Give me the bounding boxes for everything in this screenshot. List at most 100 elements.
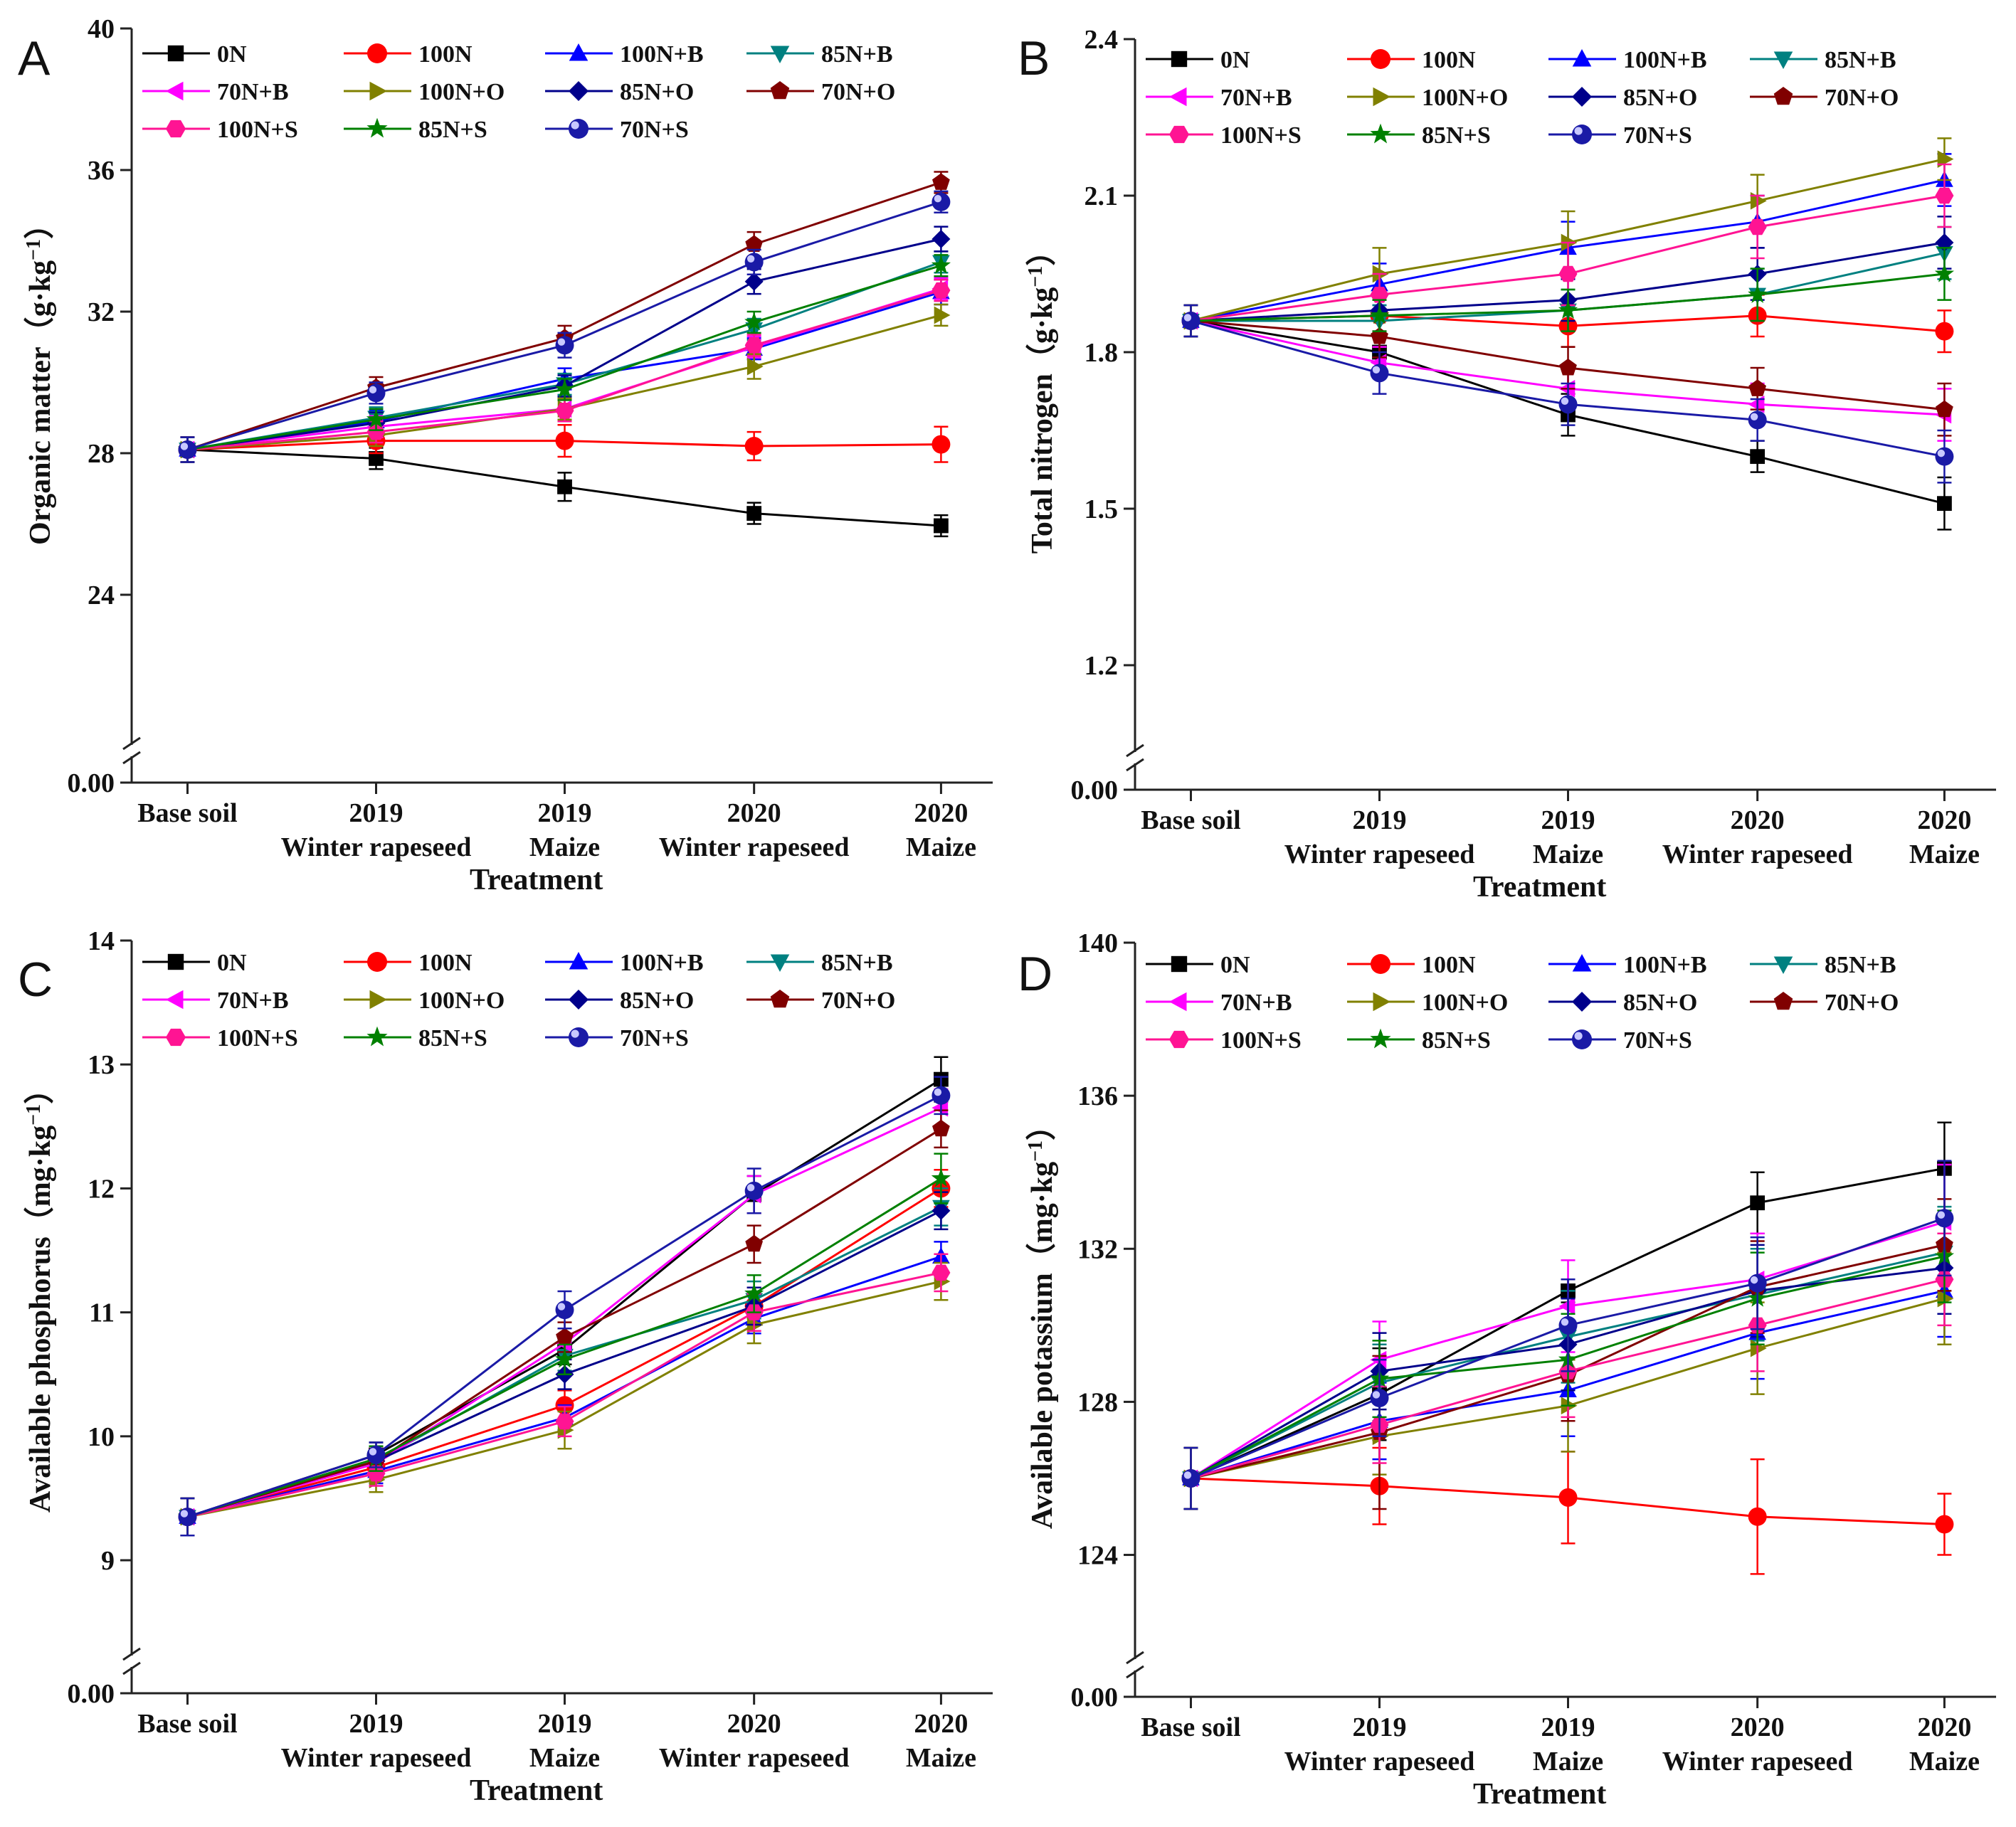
x-tick-label-line2: Maize (1533, 840, 1603, 869)
data-point (556, 1328, 574, 1345)
x-tick-label: Base soil (137, 1709, 237, 1739)
legend-marker (366, 117, 388, 138)
legend-label: 85N+B (1825, 47, 1896, 73)
legend-label: 85N+S (1422, 1027, 1491, 1054)
data-point (932, 1086, 951, 1105)
sphere-marker-body (366, 383, 386, 403)
legend-item: 85N+O (1548, 85, 1697, 111)
legend-marker (167, 953, 184, 970)
legend-item: 85N+B (1750, 952, 1896, 978)
legend-item: 85N+O (545, 79, 694, 105)
data-point (932, 435, 951, 454)
y-tick-label: 28 (88, 439, 115, 469)
y-axis-title-main: Available potassium (1026, 1273, 1059, 1529)
data-point (1748, 411, 1767, 430)
legend-marker (166, 120, 186, 138)
axis-break-mark (122, 751, 141, 765)
data-point (1935, 1515, 1954, 1534)
legend: 0N 100N 100N+B 85N+B 70N+B 100N+O 85N+O 70N+O 10… (1146, 952, 1899, 1054)
x-tick-label: 2020 (914, 1709, 968, 1739)
y-axis-title-main: Organic matter (24, 346, 57, 545)
legend-marker (1572, 125, 1592, 144)
data-point (746, 506, 762, 521)
sphere-marker-highlight (1750, 1276, 1758, 1284)
legend-item: 100N+B (1548, 952, 1707, 978)
legend-item: 100N+O (1347, 990, 1508, 1016)
data-point (932, 192, 951, 211)
legend-item: 100N (344, 41, 473, 68)
legend-item: 100N+O (1347, 85, 1508, 111)
legend-label: 85N+S (418, 117, 487, 143)
axis-break-mark (1126, 743, 1144, 758)
legend-label: 70N+O (821, 79, 895, 105)
x-tick-label: 2019 (1541, 1712, 1595, 1742)
legend-label: 100N (418, 41, 473, 68)
data-point (1181, 312, 1200, 330)
x-tick-label-line2: Maize (1533, 1747, 1603, 1776)
data-point (1935, 1209, 1954, 1228)
data-point (1748, 285, 1768, 303)
x-tick-label: 2020 (1917, 805, 1971, 835)
sphere-marker-body (1181, 312, 1200, 330)
y-tick-label: 10 (88, 1422, 115, 1452)
sphere-marker-highlight (1372, 366, 1381, 374)
x-tick-label: 2020 (1731, 805, 1785, 835)
sphere-marker-body (178, 440, 197, 460)
legend-marker (569, 81, 589, 101)
sphere-marker-highlight (571, 1029, 579, 1038)
data-point (745, 235, 763, 252)
legend-label: 100N+S (217, 117, 298, 143)
legend-marker (1371, 954, 1390, 974)
y-axis-title-unit: （g·kg (1025, 287, 1059, 374)
y-axis-title-exponent: −1 (1025, 266, 1047, 287)
x-tick-label-line2: Winter rapeseed (1284, 840, 1475, 869)
legend-marker (1572, 87, 1592, 107)
data-point (555, 1413, 574, 1430)
data-point (366, 423, 386, 440)
data-point (1181, 1468, 1200, 1488)
legend-marker (1169, 992, 1187, 1012)
legend-marker (770, 46, 790, 63)
x-tick-label: Base soil (1141, 805, 1240, 835)
data-point (1370, 287, 1389, 303)
legend-marker (569, 43, 589, 61)
y-tick-label: 9 (101, 1546, 115, 1576)
axis-break-mark (122, 1661, 141, 1675)
legend-marker (367, 43, 387, 63)
y-tick-label: 1.5 (1084, 494, 1119, 524)
data-point (934, 518, 949, 534)
legend-marker (1773, 87, 1793, 105)
y-tick-label: 140 (1077, 928, 1118, 958)
sphere-marker-body (1748, 1273, 1767, 1293)
sphere-marker-highlight (557, 1303, 566, 1310)
legend-item: 100N+O (344, 79, 505, 105)
sphere-marker-highlight (1183, 1471, 1192, 1479)
data-point (1369, 305, 1390, 324)
y-axis-title-exponent: −1 (1025, 1140, 1047, 1162)
data-point (555, 403, 574, 419)
data-point (745, 1234, 763, 1252)
legend-marker (166, 990, 184, 1010)
legend-item: 70N+B (142, 79, 289, 105)
legend-item: 70N+O (746, 987, 895, 1014)
legend-item: 100N (344, 950, 473, 976)
data-point (1935, 187, 1954, 204)
legend-item: 70N+S (545, 117, 689, 143)
data-point (1935, 322, 1954, 341)
legend-label: 70N+O (1825, 85, 1899, 111)
legend-item: 0N (1146, 952, 1250, 978)
legend-label: 85N+S (1422, 122, 1491, 149)
legend-label: 100N+S (1220, 1027, 1302, 1054)
y-axis-title-close: ） (23, 209, 57, 239)
sphere-marker-body (1935, 1209, 1954, 1228)
legend-marker (1572, 1029, 1592, 1049)
legend-item: 70N+B (142, 987, 289, 1014)
legend-label: 100N+S (1220, 122, 1302, 149)
x-tick-label: Base soil (1141, 1712, 1240, 1742)
legend-marker (770, 81, 790, 100)
sphere-marker-body (1181, 1468, 1200, 1488)
legend-marker (1169, 125, 1189, 144)
data-point (1748, 1507, 1767, 1526)
sphere-marker-highlight (180, 443, 189, 450)
y-axis-title: Available phosphorus（mg·kg−1） (23, 1074, 57, 1513)
